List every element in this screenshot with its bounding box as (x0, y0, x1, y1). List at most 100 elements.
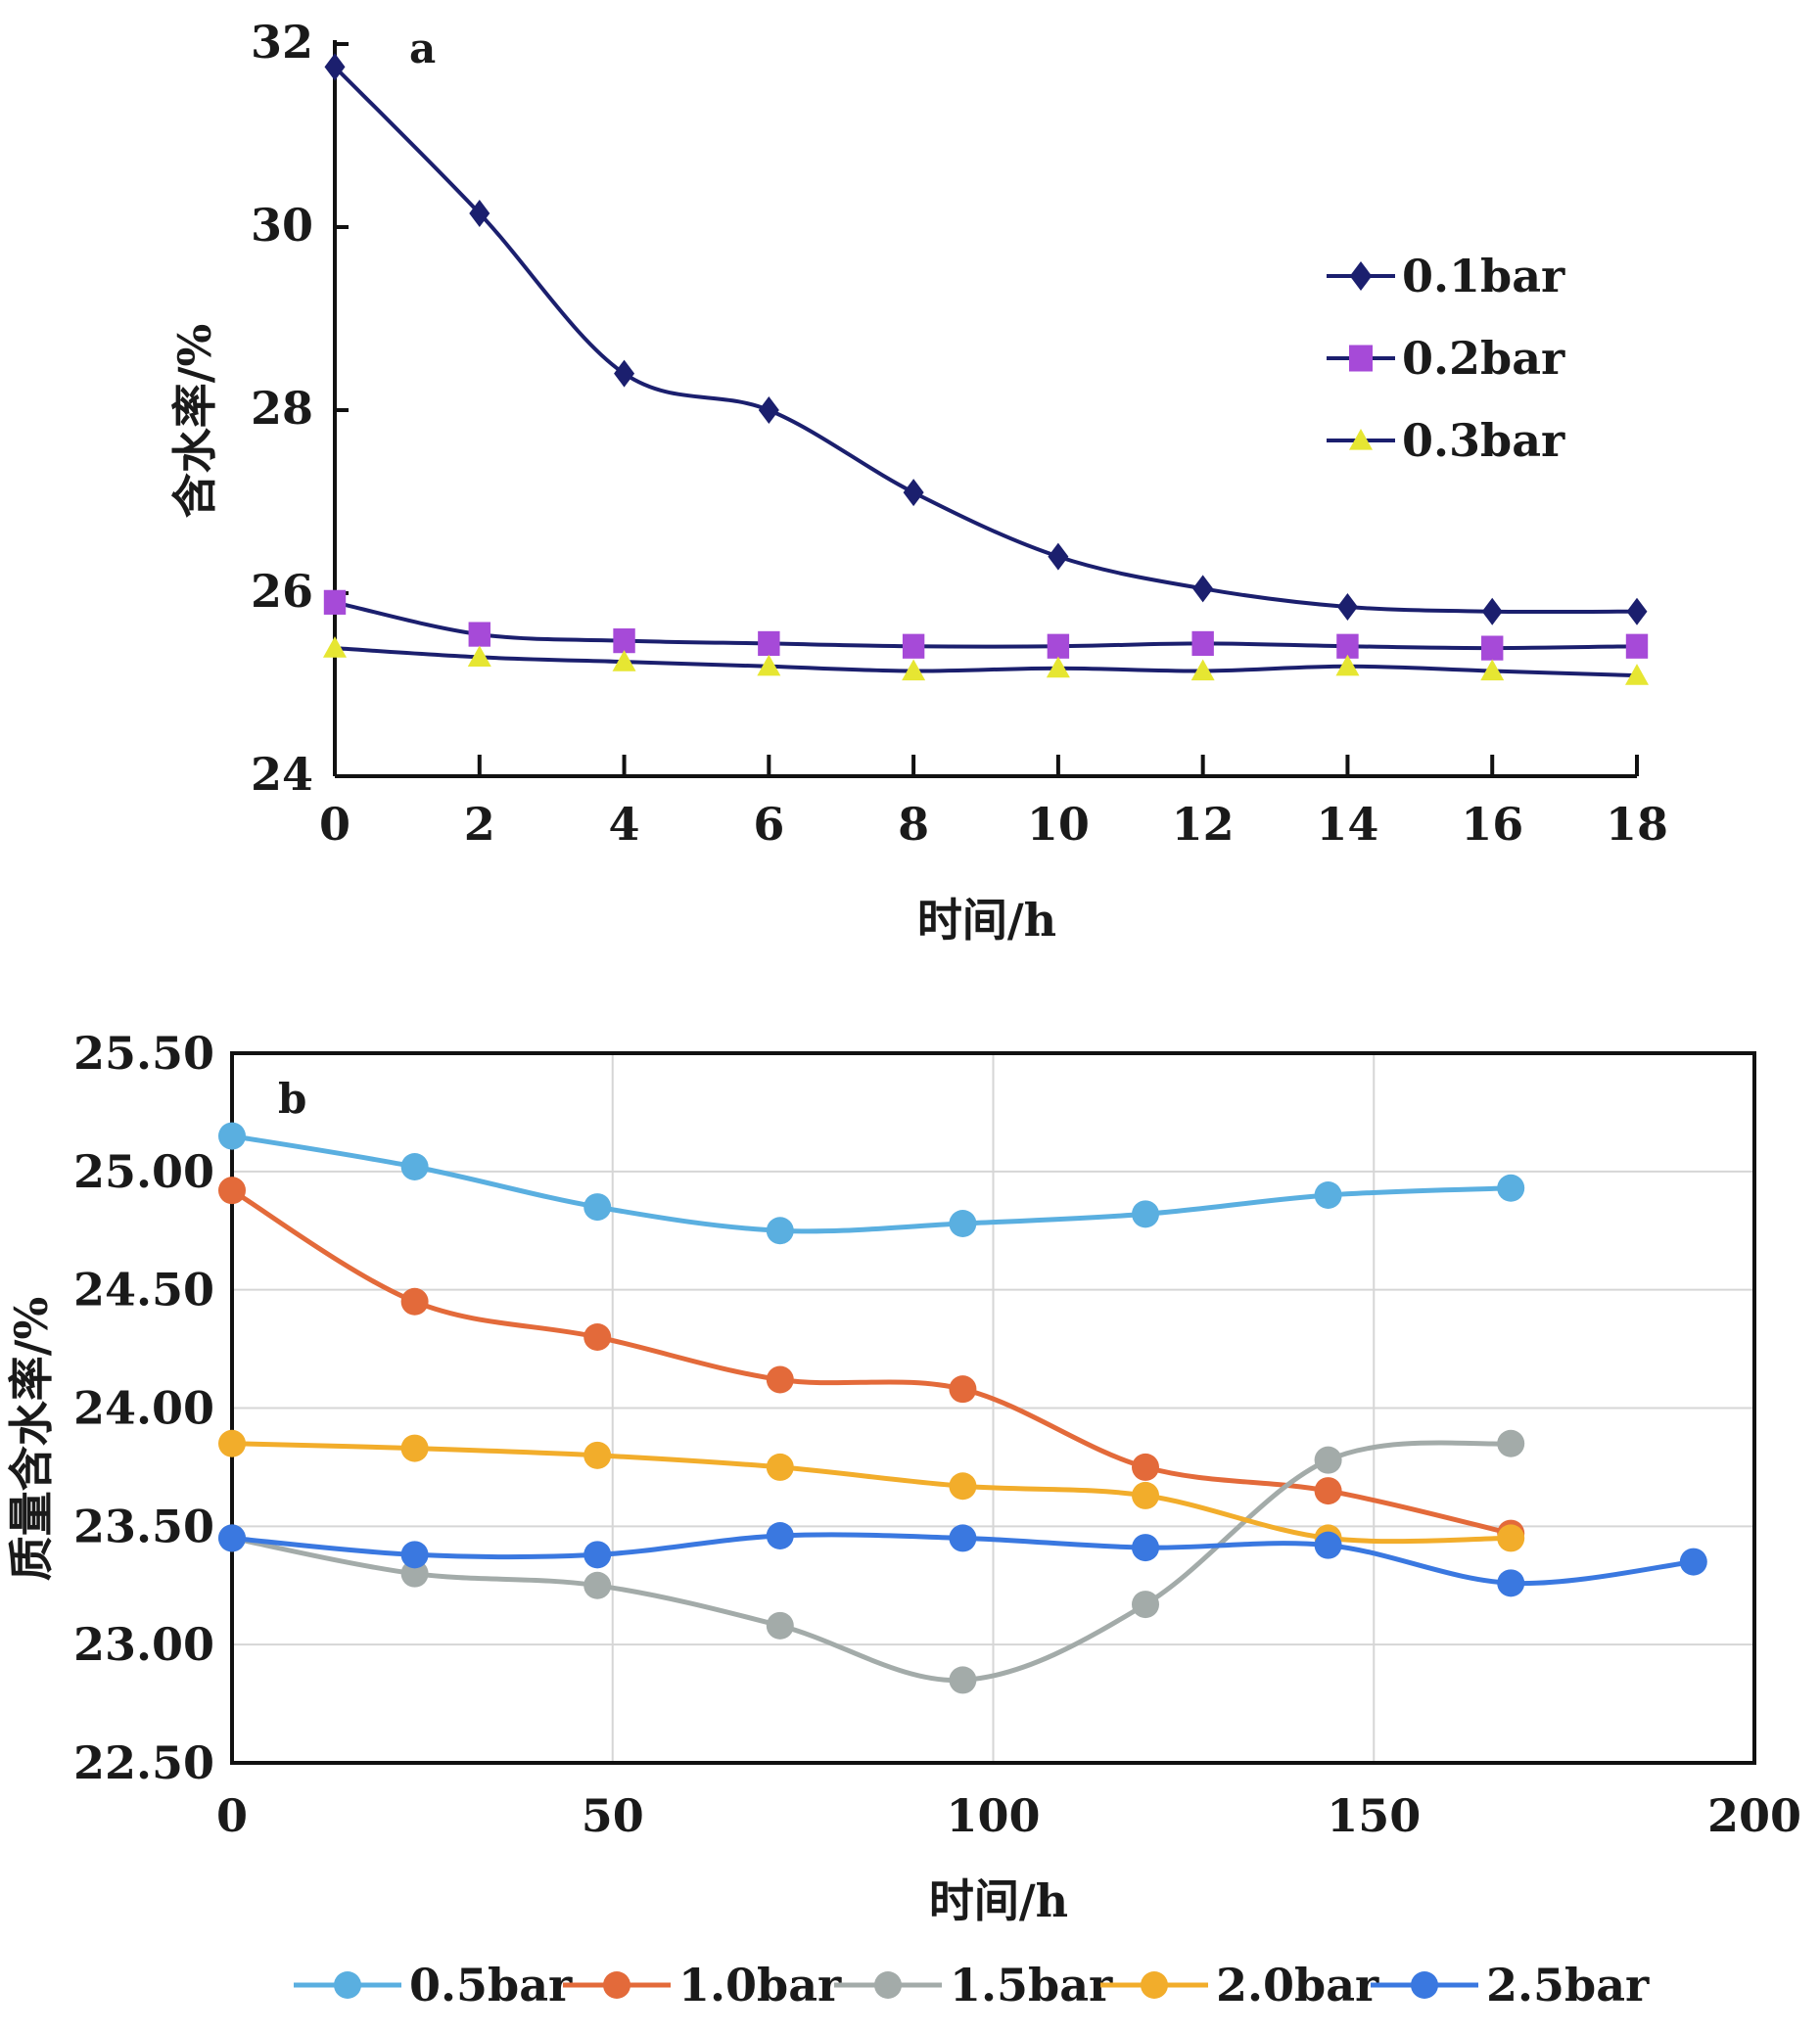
chart-b-data-point (766, 1611, 794, 1640)
chart-a-x-tick-label: 12 (1172, 798, 1235, 851)
chart-b-data-point (1497, 1524, 1525, 1552)
chart-a-legend-label: 0.1bar (1402, 250, 1565, 302)
chart-a-data-point (1047, 633, 1070, 659)
chart-a-y-tick-label: 30 (251, 199, 313, 252)
chart-b-data-point (766, 1453, 794, 1481)
chart-a-data-point (1192, 575, 1214, 603)
chart-b-data-point (583, 1571, 612, 1599)
chart-a-data-point (1191, 630, 1214, 657)
chart-b-data-point (1132, 1534, 1159, 1562)
chart-b-y-tick-label: 24.00 (73, 1382, 214, 1435)
chart-b-data-point (949, 1210, 977, 1237)
chart-a-legend-label: 0.3bar (1402, 414, 1565, 467)
chart-a-x-tick-label: 6 (753, 798, 784, 851)
chart-a-y-tick-label: 32 (251, 16, 313, 69)
chart-a-data-point (1336, 633, 1359, 659)
chart-a-legend-marker (1349, 345, 1373, 372)
chart-b-legend-label: 0.5bar (409, 1959, 573, 2011)
chart-a-data-point (468, 622, 490, 647)
chart-a-y-tick-label: 28 (251, 382, 313, 435)
chart-b-data-point (583, 1441, 612, 1469)
chart-a-data-point (1480, 659, 1505, 681)
chart-b-data-point (400, 1153, 429, 1180)
chart-a-legend-label: 0.2bar (1402, 332, 1565, 385)
chart-b-data-point (766, 1365, 794, 1394)
chart-a-data-point (1190, 659, 1215, 681)
chart-b-data-point (766, 1522, 794, 1549)
chart-b-legend-label: 1.5bar (950, 1959, 1113, 2011)
chart-b-data-point (1679, 1548, 1707, 1576)
chart-b-data-point (1314, 1446, 1342, 1474)
chart-b-data-point (218, 1429, 246, 1457)
chart-a-data-point (903, 479, 924, 507)
chart-a-data-point (469, 199, 490, 227)
chart-a-legend-marker (1349, 429, 1373, 450)
chart-a-data-point (323, 636, 347, 658)
chart-a-data-point (1481, 635, 1504, 661)
chart-b-y-tick-label: 23.50 (73, 1500, 214, 1552)
chart-a-data-point (613, 628, 635, 654)
chart-b-data-point (766, 1217, 794, 1245)
chart-a-x-tick-label: 0 (319, 798, 350, 851)
chart-b-data-point (218, 1122, 246, 1150)
chart-a-data-point (1625, 664, 1649, 685)
chart-b-y-tick-label: 25.50 (73, 1027, 214, 1080)
chart-b-axes (230, 1051, 1756, 1765)
chart-a-data-point (467, 645, 491, 668)
chart-b-data-point (1132, 1591, 1159, 1619)
chart-b-y-tick-label: 22.50 (73, 1736, 214, 1789)
chart-b-tick-labels: 0 50 100 150 200 22.50 23.00 23.50 24.00 24.50 25.… (73, 1027, 1801, 1842)
chart-b-data-point (400, 1287, 429, 1316)
chart-a-legend: 0.1bar 0.2bar 0.3bar (1327, 250, 1565, 467)
chart-a-data-point (1625, 633, 1649, 659)
chart-b-data-point (949, 1666, 977, 1694)
chart-a-data-point (1336, 593, 1358, 622)
chart-b-series-line (231, 1441, 1512, 1545)
chart-b-legend-label: 2.5bar (1486, 1959, 1650, 2011)
chart-b-data-point (583, 1541, 612, 1569)
chart-b-series-line (231, 1440, 1512, 1684)
chart-b-series-line (231, 1133, 1512, 1234)
chart-a-data-point (902, 659, 926, 681)
chart-a-data-point (1048, 542, 1069, 571)
chart-a-data-point (758, 396, 779, 424)
chart-a-x-tick-label: 14 (1316, 798, 1378, 851)
chart-a-data-point (1626, 597, 1648, 625)
chart-a-data-point (323, 589, 347, 615)
chart-a-data-point (757, 654, 781, 676)
chart-b-data-point (1497, 1174, 1525, 1202)
chart-b-data-point (1314, 1531, 1342, 1559)
chart-b-y-tick-label: 23.00 (73, 1618, 214, 1671)
chart-a-legend-marker (1349, 261, 1373, 291)
chart-a-data-point (758, 630, 780, 657)
chart-a-x-tick-label: 8 (898, 798, 929, 851)
chart-b-x-tick-label: 0 (216, 1789, 248, 1842)
chart-b-data-point (218, 1177, 246, 1205)
chart-b-x-tick-label: 50 (582, 1789, 644, 1842)
chart-a-data-point (612, 650, 636, 671)
chart-a-panel-label: a (409, 24, 436, 72)
chart-a-x-axis-title: 时间/h (917, 894, 1056, 947)
chart-b-data-point (1314, 1181, 1342, 1209)
chart-a-x-tick-label: 10 (1027, 798, 1090, 851)
chart-b-series (218, 1122, 1707, 1694)
chart-b-data-point (583, 1193, 612, 1222)
chart-b-legend-label: 1.0bar (678, 1959, 842, 2011)
chart-b-data-point (583, 1323, 612, 1351)
chart-b-data-point (1132, 1481, 1159, 1509)
chart-b-data-point (949, 1375, 977, 1404)
chart-a-series-line (333, 65, 1638, 615)
chart-a-x-tick-label: 4 (609, 798, 640, 851)
chart-b-legend-marker (1411, 1971, 1438, 1999)
chart-a-y-axis-title: 含水率/% (168, 324, 221, 519)
chart-b: b 0 50 100 150 200 22.50 23.00 23.50 24.00 24.50 2… (5, 1027, 1801, 2011)
chart-b-data-point (949, 1472, 977, 1501)
chart-a-data-point (1046, 656, 1070, 678)
chart-b-data-point (1314, 1477, 1342, 1505)
chart-b-plot-frame (230, 1051, 1756, 1765)
chart-b-data-point (949, 1524, 977, 1552)
chart-b-legend-marker (603, 1971, 630, 1999)
chart-b-x-tick-label: 100 (946, 1789, 1040, 1842)
